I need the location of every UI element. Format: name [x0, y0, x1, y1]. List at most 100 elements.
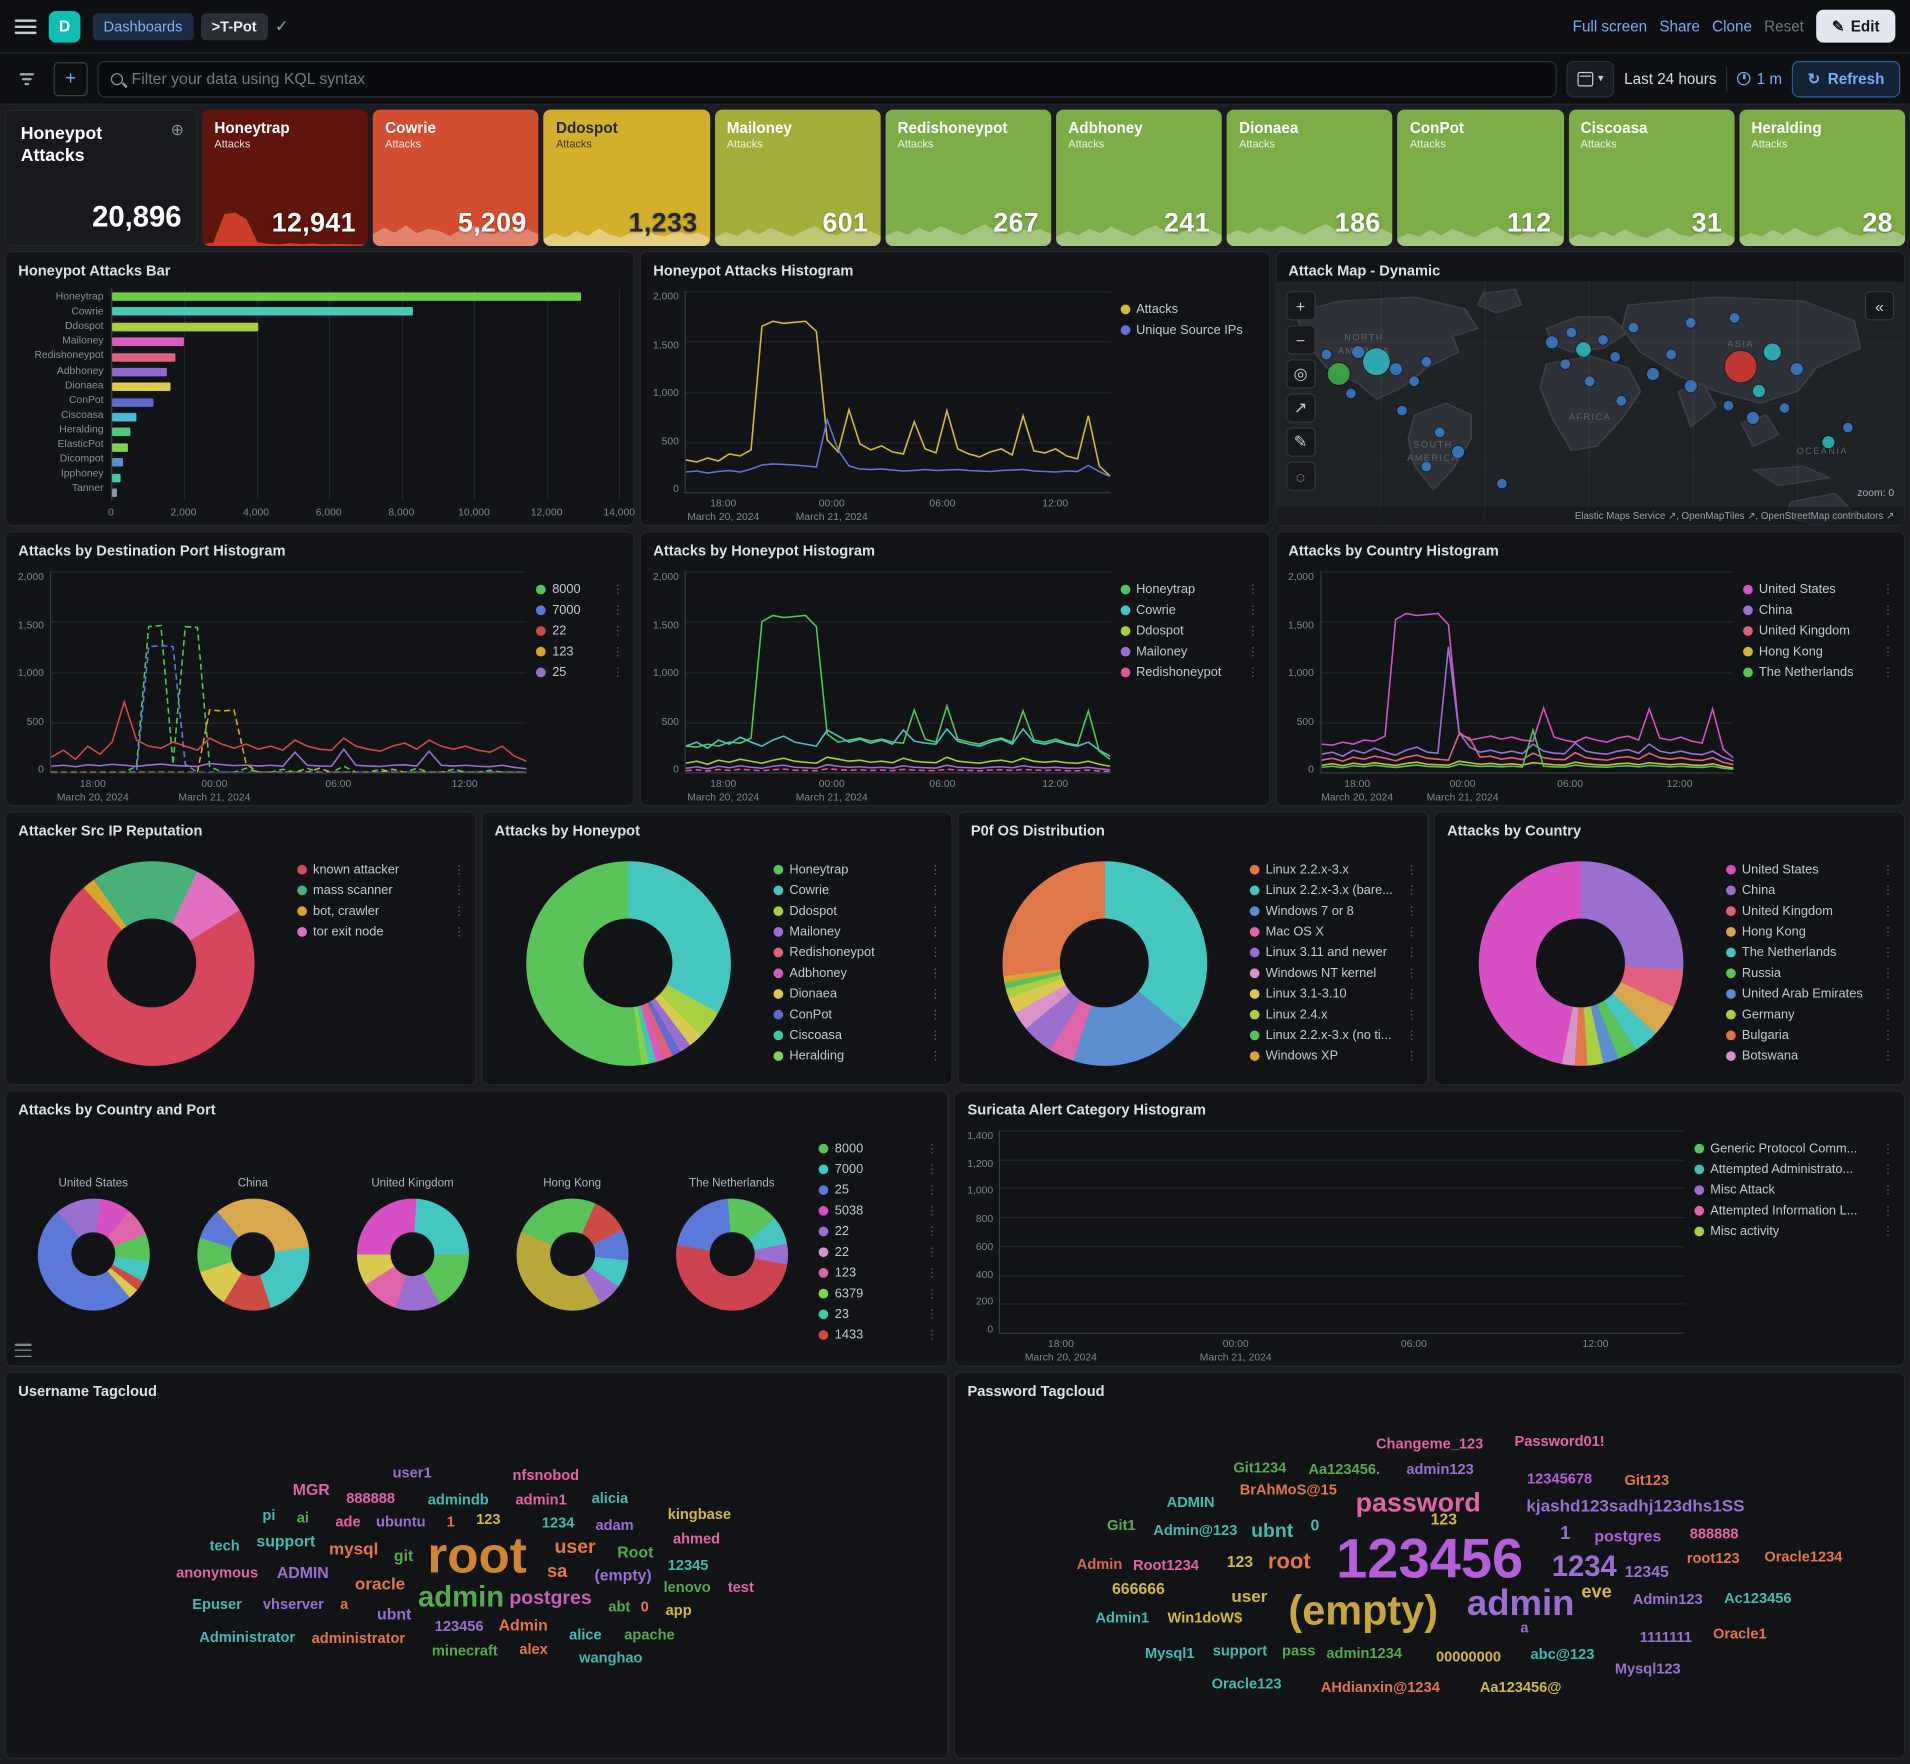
- attack-dot[interactable]: [1666, 349, 1677, 360]
- legend-item[interactable]: 22 ⋮: [818, 1244, 941, 1261]
- attack-dot[interactable]: [1684, 380, 1697, 393]
- tag-word[interactable]: kingbase: [667, 1505, 732, 1523]
- kebab-menu-icon[interactable]: ⋮: [1881, 1224, 1895, 1239]
- tag-word[interactable]: 1111111: [1639, 1628, 1692, 1646]
- legend-item[interactable]: 123 ⋮: [536, 643, 626, 660]
- legend-item[interactable]: Windows 7 or 8 ⋮: [1249, 903, 1421, 920]
- attack-dot[interactable]: [1546, 336, 1559, 349]
- tag-word[interactable]: password: [1355, 1487, 1481, 1519]
- legend-item[interactable]: Ddospot ⋮: [773, 903, 944, 920]
- kebab-menu-icon[interactable]: ⋮: [1246, 582, 1260, 597]
- tag-word[interactable]: Admin: [1076, 1555, 1123, 1573]
- tag-word[interactable]: 123: [476, 1510, 501, 1528]
- legend-item[interactable]: 5038 ⋮: [818, 1202, 941, 1219]
- tag-word[interactable]: ubuntu: [376, 1512, 426, 1530]
- tag-word[interactable]: AHdianxin@1234: [1320, 1678, 1440, 1696]
- attack-dot[interactable]: [1351, 345, 1364, 359]
- kebab-menu-icon[interactable]: ⋮: [929, 1028, 942, 1043]
- legend-item[interactable]: Attempted Administrato... ⋮: [1694, 1161, 1896, 1178]
- donut-chart[interactable]: [516, 1198, 629, 1311]
- zoom-in-button[interactable]: +: [1285, 291, 1316, 321]
- tag-word[interactable]: 666666: [1112, 1579, 1165, 1598]
- legend-item[interactable]: Windows XP ⋮: [1249, 1048, 1421, 1065]
- legend-item[interactable]: 1433 ⋮: [818, 1327, 941, 1344]
- kebab-menu-icon[interactable]: ⋮: [1405, 987, 1418, 1001]
- tag-word[interactable]: alicia: [591, 1489, 629, 1507]
- tag-word[interactable]: postgres: [509, 1588, 592, 1610]
- tag-word[interactable]: abt: [608, 1598, 631, 1616]
- legend-item[interactable]: bot, crawler ⋮: [297, 903, 468, 920]
- space-avatar[interactable]: D: [48, 10, 81, 43]
- clone-link[interactable]: Clone: [1712, 17, 1752, 35]
- legend-item[interactable]: Linux 3.1-3.10 ⋮: [1249, 985, 1421, 1002]
- tag-word[interactable]: ade: [335, 1512, 361, 1530]
- bar[interactable]: [112, 488, 117, 497]
- tag-word[interactable]: postgres: [1594, 1526, 1662, 1545]
- tag-word[interactable]: Aa123456@: [1479, 1678, 1562, 1696]
- saved-check-icon[interactable]: ✓: [274, 16, 289, 35]
- legend-item[interactable]: Adbhoney ⋮: [773, 965, 944, 982]
- tag-word[interactable]: Oracle1234: [1764, 1548, 1843, 1566]
- tag-word[interactable]: mysql: [329, 1538, 379, 1558]
- legend-item[interactable]: China ⋮: [1743, 602, 1896, 619]
- bar[interactable]: [112, 412, 137, 422]
- tag-word[interactable]: alex: [519, 1640, 548, 1658]
- bar[interactable]: [112, 307, 413, 316]
- legend-item[interactable]: 23 ⋮: [818, 1306, 941, 1323]
- donut-chart[interactable]: [49, 860, 254, 1066]
- bar[interactable]: [112, 337, 184, 347]
- kebab-menu-icon[interactable]: ⋮: [1881, 1028, 1895, 1043]
- legend-item[interactable]: Mailoney ⋮: [1120, 643, 1261, 660]
- donut-chart[interactable]: [37, 1198, 150, 1311]
- tag-word[interactable]: tech: [209, 1537, 240, 1555]
- tag-word[interactable]: Git123: [1624, 1471, 1670, 1489]
- tag-word[interactable]: git: [393, 1545, 414, 1565]
- kebab-menu-icon[interactable]: ⋮: [926, 1224, 939, 1239]
- tag-word[interactable]: anonymous: [176, 1564, 259, 1582]
- kebab-menu-icon[interactable]: ⋮: [929, 1007, 942, 1022]
- legend-item[interactable]: Germany ⋮: [1726, 1006, 1897, 1023]
- tag-word[interactable]: ADMIN: [276, 1563, 329, 1582]
- legend-item[interactable]: 22 ⋮: [536, 622, 626, 639]
- tag-word[interactable]: app: [665, 1601, 692, 1619]
- tag-word[interactable]: Mysql123: [1614, 1660, 1681, 1678]
- kebab-menu-icon[interactable]: ⋮: [1881, 1162, 1895, 1177]
- tag-word[interactable]: (empty): [594, 1565, 652, 1584]
- kebab-menu-icon[interactable]: ⋮: [1405, 945, 1418, 960]
- attack-dot[interactable]: [1585, 376, 1595, 387]
- kebab-menu-icon[interactable]: ⋮: [926, 1245, 939, 1259]
- legend-item[interactable]: The Netherlands ⋮: [1726, 944, 1897, 961]
- kebab-menu-icon[interactable]: ⋮: [1881, 624, 1895, 638]
- tag-word[interactable]: root123: [1686, 1549, 1740, 1568]
- attack-dot[interactable]: [1629, 322, 1639, 333]
- legend-item[interactable]: Unique Source IPs: [1120, 322, 1261, 339]
- reset-link[interactable]: Reset: [1764, 17, 1804, 35]
- tag-word[interactable]: Oracle1: [1712, 1624, 1767, 1642]
- legend-item[interactable]: Bulgaria ⋮: [1726, 1027, 1897, 1044]
- tag-word[interactable]: a: [1520, 1619, 1529, 1637]
- attack-dot[interactable]: [1842, 422, 1853, 433]
- legend-item[interactable]: 7000 ⋮: [818, 1161, 941, 1178]
- tag-word[interactable]: 0: [640, 1598, 649, 1616]
- bar[interactable]: [112, 443, 128, 452]
- legend-item[interactable]: 7000 ⋮: [536, 602, 626, 619]
- kebab-menu-icon[interactable]: ⋮: [926, 1204, 939, 1218]
- donut-chart[interactable]: [675, 1198, 788, 1311]
- search-input[interactable]: [131, 69, 1544, 88]
- legend-item[interactable]: Linux 2.4.x ⋮: [1249, 1006, 1421, 1023]
- donut-chart[interactable]: [1001, 860, 1207, 1066]
- tag-word[interactable]: 123456: [434, 1617, 484, 1635]
- legend-item[interactable]: Heralding ⋮: [773, 1048, 944, 1065]
- breadcrumb-dashboards[interactable]: Dashboards: [92, 12, 194, 40]
- legend-item[interactable]: Mailoney ⋮: [773, 923, 944, 940]
- tag-word[interactable]: 888888: [346, 1489, 396, 1507]
- kebab-menu-icon[interactable]: ⋮: [926, 1183, 939, 1197]
- globe-icon[interactable]: ⊕: [170, 120, 184, 139]
- time-range-label[interactable]: Last 24 hours: [1624, 70, 1717, 88]
- bar[interactable]: [112, 352, 176, 362]
- kebab-menu-icon[interactable]: ⋮: [1405, 863, 1418, 877]
- kebab-menu-icon[interactable]: ⋮: [1881, 1183, 1895, 1197]
- attack-dot[interactable]: [1560, 359, 1570, 370]
- tag-word[interactable]: kjashd123sadhj123dhs1SS: [1526, 1495, 1745, 1515]
- kebab-menu-icon[interactable]: ⋮: [926, 1307, 939, 1322]
